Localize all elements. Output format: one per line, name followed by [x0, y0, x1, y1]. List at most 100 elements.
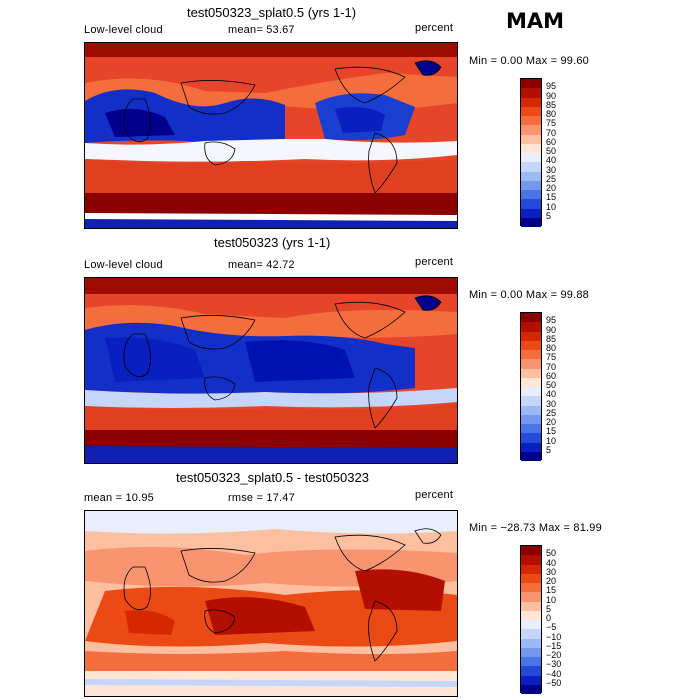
- colorbar-tick-label: −40: [546, 668, 562, 679]
- colorbar-swatch: [521, 143, 541, 153]
- cloud-map: [84, 277, 458, 464]
- colorbar-swatch: [521, 313, 541, 323]
- colorbar-tick-label: −10: [546, 631, 562, 642]
- colorbar-tick-label: 80: [546, 343, 557, 353]
- colorbar-tick-label: 90: [546, 90, 557, 101]
- colorbar-tick-label: 50: [546, 146, 557, 156]
- colorbar-swatch: [521, 629, 541, 639]
- colorbar: [520, 545, 542, 694]
- minmax-label: Min = 0.00 Max = 99.88: [469, 289, 589, 301]
- colorbar-tick-label: −15: [546, 640, 562, 651]
- colorbar-tick-label: 5: [546, 444, 552, 455]
- colorbar-swatch: [521, 610, 541, 620]
- colorbar-tick-label: 10: [546, 594, 557, 605]
- colorbar-tick-label: 25: [546, 407, 557, 418]
- colorbar-swatch: [521, 657, 541, 667]
- colorbar-swatch: [521, 106, 541, 116]
- colorbar-tick-label: 40: [546, 557, 557, 568]
- colorbar-tick-label: 0: [546, 613, 552, 623]
- colorbar-tick-label: 40: [546, 155, 557, 166]
- colorbar-swatch: [521, 125, 541, 135]
- colorbar-swatch: [521, 180, 541, 190]
- colorbar-swatch: [521, 350, 541, 360]
- colorbar-swatch: [521, 134, 541, 144]
- colorbar-swatch: [521, 79, 541, 89]
- colorbar-swatch: [521, 217, 541, 227]
- colorbar-tick-label: 60: [546, 136, 557, 147]
- difference-map: [84, 510, 458, 697]
- colorbar-tick-label: 75: [546, 352, 557, 363]
- colorbar-tick-label: 40: [546, 389, 557, 400]
- colorbar-tick-label: −20: [546, 650, 562, 660]
- colorbar-swatch: [521, 592, 541, 602]
- colorbar-swatch: [521, 162, 541, 172]
- colorbar-swatch: [521, 377, 541, 387]
- colorbar-tick-label: 70: [546, 361, 557, 372]
- mean-label: mean= 42.72: [228, 259, 295, 271]
- colorbar-swatch: [521, 405, 541, 415]
- colorbar-tick-label: 70: [546, 127, 557, 138]
- colorbar-swatch: [521, 368, 541, 378]
- colorbar-tick-label: 60: [546, 370, 557, 381]
- colorbar-swatch: [521, 190, 541, 200]
- colorbar-swatch: [521, 583, 541, 593]
- colorbar-swatch: [521, 684, 541, 694]
- colorbar-swatch: [521, 442, 541, 452]
- minmax-label: Min = −28.73 Max = 81.99: [469, 522, 602, 534]
- panel-title: test050323 (yrs 1-1): [214, 235, 331, 250]
- colorbar-tick-label: 15: [546, 426, 557, 437]
- colorbar-tick-label: 95: [546, 81, 557, 92]
- colorbar-tick-label: 85: [546, 333, 557, 344]
- colorbar-swatch: [521, 208, 541, 218]
- colorbar-swatch: [521, 433, 541, 443]
- colorbar-tick-label: 25: [546, 173, 557, 184]
- colorbar: [520, 78, 542, 227]
- colorbar-tick-label: 5: [546, 603, 552, 614]
- colorbar-tick-label: 30: [546, 164, 557, 175]
- colorbar-swatch: [521, 414, 541, 424]
- colorbar-swatch: [521, 573, 541, 583]
- colorbar-swatch: [521, 88, 541, 98]
- colorbar-swatch: [521, 424, 541, 434]
- colorbar-tick-label: 15: [546, 585, 557, 596]
- colorbar-tick-label: 95: [546, 315, 557, 326]
- colorbar-swatch: [521, 620, 541, 630]
- colorbar-swatch: [521, 601, 541, 611]
- colorbar-tick-label: 85: [546, 99, 557, 110]
- colorbar-swatch: [521, 451, 541, 461]
- panel-title: test050323_splat0.5 (yrs 1-1): [187, 5, 357, 20]
- colorbar-tick-label: 10: [546, 435, 557, 446]
- minmax-label: Min = 0.00 Max = 99.60: [469, 55, 589, 67]
- colorbar-swatch: [521, 199, 541, 209]
- colorbar-swatch: [521, 638, 541, 648]
- colorbar-tick-label: 50: [546, 548, 557, 559]
- colorbar-tick-label: 15: [546, 192, 557, 203]
- colorbar-swatch: [521, 331, 541, 341]
- mean-label: mean= 53.67: [228, 24, 295, 36]
- variable-label: Low-level cloud: [84, 259, 163, 271]
- colorbar-swatch: [521, 647, 541, 657]
- colorbar-tick-label: 5: [546, 210, 552, 221]
- colorbar-swatch: [521, 116, 541, 126]
- colorbar-tick-label: 20: [546, 576, 557, 586]
- colorbar-tick-label: 10: [546, 201, 557, 212]
- colorbar-swatch: [521, 171, 541, 181]
- colorbar-swatch: [521, 387, 541, 397]
- colorbar-swatch: [521, 97, 541, 107]
- colorbar-tick-label: 80: [546, 109, 557, 119]
- colorbar-tick-label: 50: [546, 380, 557, 390]
- colorbar-swatch: [521, 564, 541, 574]
- colorbar-tick-label: −30: [546, 659, 562, 670]
- units-label: percent: [415, 489, 454, 501]
- panel-title: test050323_splat0.5 - test050323: [176, 470, 369, 485]
- colorbar-tick-label: 30: [546, 398, 557, 409]
- units-label: percent: [415, 22, 454, 34]
- cloud-map: [84, 42, 458, 229]
- colorbar-swatch: [521, 359, 541, 369]
- colorbar-swatch: [521, 675, 541, 685]
- colorbar-tick-label: −50: [546, 677, 562, 688]
- colorbar-swatch: [521, 546, 541, 556]
- mean-label: mean = 10.95: [84, 492, 154, 504]
- colorbar-swatch: [521, 153, 541, 163]
- colorbar-tick-label: 30: [546, 566, 557, 577]
